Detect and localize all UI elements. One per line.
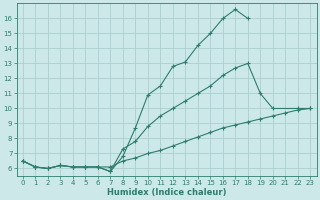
X-axis label: Humidex (Indice chaleur): Humidex (Indice chaleur)	[107, 188, 226, 197]
